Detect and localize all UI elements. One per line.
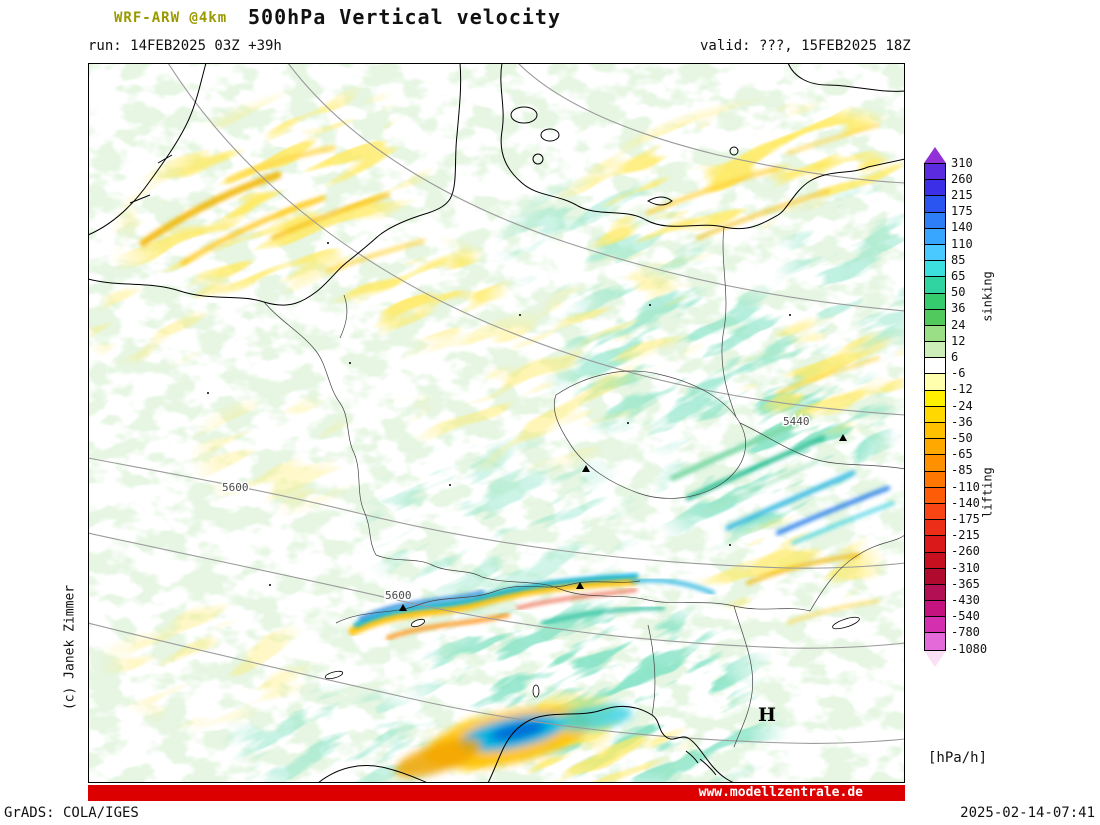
country-borders — [263, 226, 905, 748]
alpine-band — [348, 573, 715, 640]
colorbar-cell — [925, 325, 945, 343]
site-banner[interactable]: www.modellzentrale.de — [88, 785, 905, 801]
site-link[interactable]: www.modellzentrale.de — [698, 785, 863, 800]
colorbar-tick: 6 — [951, 349, 959, 364]
colorbar: 310 260 215 175 140 110 85 65 50 36 24 12 6 -6 -12 -24-… — [924, 147, 1034, 667]
colorbar-cell — [925, 180, 945, 197]
weather-map: 5600 5600 5440 H — [88, 63, 905, 783]
colorbar-cell — [925, 309, 945, 326]
high-pressure-marker: H — [758, 704, 776, 726]
colorbar-cell — [925, 520, 945, 537]
colorbar-cell — [925, 503, 945, 521]
colorbar-cell — [925, 390, 945, 407]
colorbar-ticks: 310 260 215 175 140 110 85 65 50 36 24 12 6 -6 -12 -24-… — [951, 147, 1001, 667]
colorbar-cell — [925, 633, 945, 650]
colorbar-tick: -6 — [951, 366, 966, 381]
colorbar-tick: -780 — [951, 625, 980, 640]
colorbar-triangle-bottom — [924, 650, 946, 667]
colorbar-cell — [925, 439, 945, 456]
colorbar-tick: -50 — [951, 430, 973, 445]
colorbar-tick: 175 — [951, 204, 973, 219]
colorbar-cell — [925, 164, 945, 181]
colorbar-tick: 140 — [951, 220, 973, 235]
colorbar-cell — [925, 471, 945, 488]
colorbar-tick: 50 — [951, 285, 966, 300]
colorbar-cells — [924, 163, 946, 651]
gold-filaments-ne — [646, 123, 880, 625]
map-border — [88, 63, 905, 783]
colorbar-cell — [925, 196, 945, 213]
colorbar-cell — [925, 244, 945, 262]
colorbar-cell — [925, 293, 945, 310]
velocity-streaks-yellow — [88, 63, 905, 783]
colorbar-tick: -430 — [951, 592, 980, 607]
colorbar-cell — [925, 536, 945, 553]
lifting-label: lifting — [980, 467, 995, 518]
valid-label: valid: ???, 15FEB2025 18Z — [700, 38, 911, 54]
colorbar-tick: 260 — [951, 171, 973, 186]
colorbar-tick: -85 — [951, 463, 973, 478]
colorbar-cell — [925, 423, 945, 440]
colorbar-tick: -36 — [951, 414, 973, 429]
colorbar-tick: 65 — [951, 268, 966, 283]
colorbar-tick: 36 — [951, 301, 966, 316]
colorbar-tick: -1080 — [951, 641, 988, 656]
po-valley-couplet — [394, 704, 633, 778]
colorbar-cell — [925, 358, 945, 375]
colorbar-tick: 85 — [951, 252, 966, 267]
peak-markers — [207, 242, 847, 611]
sinking-label: sinking — [980, 271, 995, 322]
colorbar-cell — [925, 406, 945, 423]
colorbar-tick: 24 — [951, 317, 966, 332]
colorbar-tick: 110 — [951, 236, 973, 251]
creation-timestamp: 2025-02-14-07:41 — [960, 805, 1095, 821]
lakes — [324, 616, 860, 698]
colorbar-cell — [925, 552, 945, 569]
run-label: run: 14FEB2025 03Z +39h — [88, 38, 282, 54]
colorbar-cell — [925, 568, 945, 585]
colorbar-tick: 310 — [951, 155, 973, 170]
colorbar-tick: 215 — [951, 187, 973, 202]
colorbar-cell — [925, 261, 945, 278]
colorbar-tick: -110 — [951, 479, 980, 494]
colorbar-cell — [925, 601, 945, 618]
colorbar-cell — [925, 455, 945, 472]
colorbar-cell — [925, 584, 945, 602]
colorbar-tick: -365 — [951, 576, 980, 591]
model-label: WRF-ARW @4km — [114, 10, 228, 26]
map-container: 5600 5600 5440 H — [88, 63, 905, 783]
colorbar-cell — [925, 617, 945, 634]
colorbar-cell — [925, 342, 945, 359]
author-credit: (c) Janek Zimmer — [62, 584, 78, 711]
contour-label-5440: 5440 — [783, 415, 810, 428]
colorbar-tick: -540 — [951, 609, 980, 624]
contour-label-5600-b: 5600 — [385, 589, 412, 602]
height-contours — [88, 63, 905, 744]
grads-credit: GrADS: COLA/IGES — [4, 805, 139, 821]
colorbar-cell — [925, 212, 945, 229]
coastlines — [88, 63, 905, 783]
colorbar-tick: -12 — [951, 382, 973, 397]
unit-label: [hPa/h] — [928, 750, 988, 766]
colorbar-tick: -65 — [951, 447, 973, 462]
contour-label-5600-a: 5600 — [222, 481, 249, 494]
colorbar-tick: -215 — [951, 528, 980, 543]
page-title: 500hPa Vertical velocity — [248, 5, 561, 29]
colorbar-tick: -24 — [951, 398, 973, 413]
colorbar-tick: 12 — [951, 333, 966, 348]
colorbar-cell — [925, 277, 945, 294]
colorbar-tick: -140 — [951, 495, 980, 510]
colorbar-triangle-top — [924, 147, 946, 163]
wave-train-east — [670, 415, 895, 545]
colorbar-cell — [925, 228, 945, 245]
colorbar-cell — [925, 487, 945, 504]
colorbar-tick: -260 — [951, 544, 980, 559]
colorbar-cell — [925, 374, 945, 391]
colorbar-tick: -310 — [951, 560, 980, 575]
colorbar-tick: -175 — [951, 511, 980, 526]
gold-filaments-nw — [139, 145, 425, 273]
